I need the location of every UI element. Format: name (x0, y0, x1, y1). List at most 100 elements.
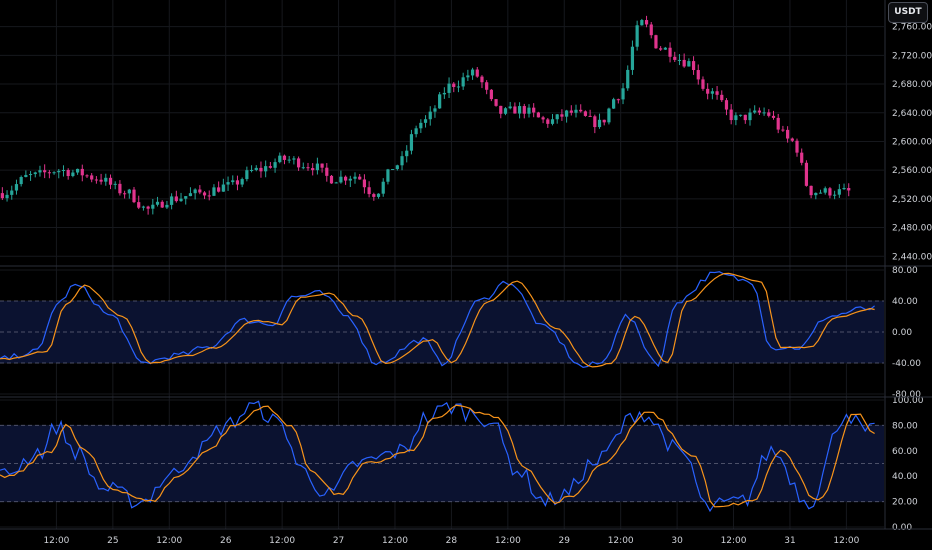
candle-body (753, 110, 757, 113)
candle-body (193, 189, 197, 194)
candle-body (188, 193, 193, 197)
y-tick-label: 2,720.00 (892, 51, 932, 61)
x-tick-label: 12:00 (269, 536, 295, 546)
candle-body (833, 194, 837, 196)
candle-body (508, 106, 512, 109)
candle-body (202, 192, 207, 196)
currency-button[interactable]: USDT (888, 2, 928, 23)
candle-body (296, 158, 301, 168)
candle-body (691, 61, 696, 71)
candle-body (146, 206, 150, 209)
candle-body (207, 195, 211, 197)
fast-line (0, 271, 875, 369)
candle-body (659, 48, 663, 50)
candle-body (132, 189, 136, 203)
candle-body (127, 189, 131, 194)
candle-body (673, 56, 677, 60)
candle-body (607, 108, 611, 123)
candle-body (141, 206, 146, 208)
candle-body (10, 190, 14, 195)
candle-body (729, 109, 733, 121)
y-tick-label: 2,480.00 (892, 224, 932, 234)
y-tick-label: 0.00 (892, 328, 912, 338)
candle-body (466, 75, 470, 78)
candle-body (386, 169, 390, 182)
candle-body (47, 172, 51, 174)
candle-body (438, 94, 442, 109)
candle-body (292, 158, 296, 160)
candle-body (344, 176, 348, 181)
candle-body (682, 59, 686, 67)
candle-body (776, 117, 780, 130)
candle-body (809, 185, 813, 196)
candle-body (38, 170, 42, 173)
y-tick-label: 60.00 (892, 447, 918, 457)
candle-body (696, 70, 700, 80)
stochastic-oscillator (0, 400, 875, 513)
x-tick-label: 25 (107, 536, 118, 546)
candle-body (94, 179, 98, 181)
candle-body (485, 82, 489, 90)
candle-body (414, 128, 418, 135)
candle-body (541, 117, 545, 120)
candle-body (456, 86, 461, 88)
y-tick-label: 2,760.00 (892, 23, 932, 33)
axis-labels: 12:00 25 12:00 26 12:00 27 12:00 28 12:00 29 12:00… (43, 23, 932, 546)
candle-body (66, 170, 70, 177)
candle-body (268, 166, 272, 168)
candle-body (217, 187, 221, 192)
candle-body (80, 168, 84, 176)
candle-body (306, 167, 310, 169)
candle-body (184, 196, 188, 199)
candle-body (329, 175, 334, 184)
candle-body (687, 61, 691, 67)
x-tick-label: 12:00 (495, 536, 521, 546)
candle-body (376, 193, 381, 197)
candle-body (57, 170, 61, 173)
candle-body (118, 183, 122, 194)
candle-body (461, 77, 465, 87)
y-tick-label: 100.00 (892, 396, 924, 406)
y-tick-label: 2,640.00 (892, 109, 932, 119)
candle-body (278, 155, 282, 163)
indicator-bands (0, 300, 884, 503)
candle-body (0, 193, 4, 199)
candle-body (28, 174, 33, 176)
candle-body (480, 76, 484, 83)
candle-body (353, 176, 357, 179)
candle-body (409, 134, 414, 151)
candle-body (419, 122, 423, 129)
candle-body (847, 187, 851, 191)
candle-body (738, 114, 743, 116)
candle-body (767, 112, 771, 116)
x-tick-label: 27 (333, 536, 344, 546)
candle-body (395, 165, 399, 170)
candle-body (536, 112, 540, 118)
candle-body (287, 159, 291, 161)
candle-body (837, 189, 841, 195)
candle-body (715, 91, 719, 95)
x-tick-label: 12:00 (382, 536, 408, 546)
candle-body (428, 111, 432, 120)
price-candles[interactable] (0, 15, 851, 215)
y-tick-label: 2,520.00 (892, 195, 932, 205)
candle-body (358, 176, 362, 180)
pane-separators[interactable] (0, 0, 932, 530)
candle-body (574, 109, 578, 113)
y-tick-label: 0.00 (892, 523, 912, 533)
candle-body (311, 168, 315, 171)
candle-body (123, 193, 127, 195)
candle-body (301, 167, 305, 169)
candle-body (593, 116, 597, 128)
y-tick-label: 20.00 (892, 498, 918, 508)
candle-body (701, 79, 705, 89)
candle-body (75, 168, 80, 173)
x-tick-label: 31 (784, 536, 795, 546)
candle-body (264, 166, 268, 172)
candle-body (442, 92, 446, 95)
y-tick-label: 2,680.00 (892, 80, 932, 90)
candle-body (560, 114, 564, 117)
candle-body (503, 108, 508, 114)
y-tick-label: 2,440.00 (892, 252, 932, 262)
